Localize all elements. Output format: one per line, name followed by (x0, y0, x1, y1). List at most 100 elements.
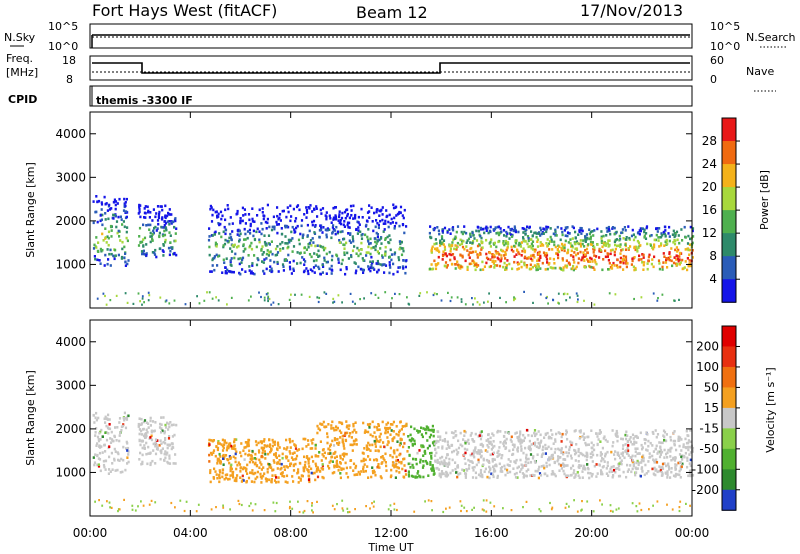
data-cell (221, 449, 225, 452)
data-cell (331, 254, 334, 258)
data-cell (517, 439, 521, 443)
data-cell (303, 509, 306, 513)
data-cell (340, 431, 343, 434)
data-cell (142, 434, 146, 438)
data-cell (632, 463, 635, 466)
data-cell (339, 268, 342, 272)
data-cell (260, 295, 262, 299)
data-cell (370, 246, 373, 250)
data-cell (659, 466, 662, 469)
data-cell (256, 227, 259, 231)
data-cell (419, 461, 422, 464)
data-cell (512, 452, 515, 456)
data-cell (275, 220, 278, 224)
data-cell (636, 459, 639, 463)
data-cell (624, 255, 628, 259)
data-cell (516, 448, 519, 452)
data-cell (343, 251, 346, 254)
data-cell (461, 468, 464, 472)
data-cell (576, 294, 579, 297)
data-cell (210, 508, 213, 511)
data-cell (667, 448, 670, 452)
data-cell (672, 431, 675, 435)
data-cell (141, 440, 144, 443)
data-cell (113, 435, 116, 439)
data-cell (680, 465, 683, 469)
data-cell (289, 267, 292, 271)
data-cell (221, 444, 224, 448)
data-cell (561, 244, 564, 248)
data-cell (349, 292, 352, 295)
data-cell (537, 441, 540, 445)
data-cell (634, 447, 637, 450)
data-cell (527, 461, 530, 465)
data-cell (368, 443, 371, 447)
data-cell (538, 445, 541, 448)
data-cell (367, 455, 370, 458)
data-cell (151, 237, 154, 241)
data-cell (126, 262, 129, 266)
data-cell (331, 230, 334, 234)
data-cell (101, 504, 104, 507)
data-cell (446, 231, 449, 234)
data-cell (105, 241, 108, 244)
data-cell (580, 452, 583, 456)
data-cell (289, 464, 292, 468)
data-cell (103, 195, 106, 199)
data-cell (125, 210, 128, 213)
data-cell (305, 267, 308, 270)
data-cell (577, 261, 580, 265)
data-cell (667, 232, 670, 235)
data-cell (474, 432, 477, 436)
data-cell (663, 456, 666, 459)
data-cell (578, 437, 581, 440)
data-cell (395, 462, 398, 466)
data-cell (367, 441, 370, 445)
data-cell (255, 230, 258, 234)
data-cell (138, 210, 141, 214)
data-cell (100, 201, 103, 204)
data-cell (211, 439, 214, 443)
data-cell (470, 431, 473, 435)
data-cell (564, 506, 567, 509)
data-cell (160, 423, 163, 426)
data-cell (307, 439, 310, 442)
data-cell (164, 240, 167, 244)
data-cell (332, 206, 335, 210)
data-cell (168, 220, 171, 223)
data-cell (399, 211, 402, 214)
data-cell (652, 292, 655, 295)
data-cell (145, 452, 148, 456)
data-cell (147, 299, 150, 302)
data-cell (520, 447, 523, 451)
data-cell (241, 258, 244, 262)
data-cell (529, 238, 532, 241)
data-cell (299, 251, 302, 255)
data-cell (250, 480, 253, 483)
data-cell (679, 436, 682, 439)
data-cell (402, 247, 405, 250)
data-cell (114, 203, 117, 207)
data-cell (472, 454, 475, 457)
data-cell (374, 435, 377, 439)
data-cell (487, 460, 490, 463)
data-cell (424, 452, 427, 455)
data-cell (549, 227, 552, 230)
data-cell (379, 237, 383, 240)
data-cell (371, 434, 374, 438)
data-cell (154, 438, 158, 441)
data-cell (407, 462, 410, 466)
data-cell (141, 252, 144, 256)
data-cell (219, 210, 223, 214)
data-cell (113, 257, 116, 261)
data-cell (656, 452, 659, 455)
data-cell (520, 254, 523, 257)
data-cell (164, 423, 167, 427)
data-cell (398, 293, 401, 296)
data-cell (610, 264, 614, 267)
data-cell (521, 464, 525, 468)
data-cell (574, 267, 577, 270)
data-cell (490, 238, 493, 241)
data-cell (528, 267, 531, 271)
data-cell (516, 261, 519, 264)
